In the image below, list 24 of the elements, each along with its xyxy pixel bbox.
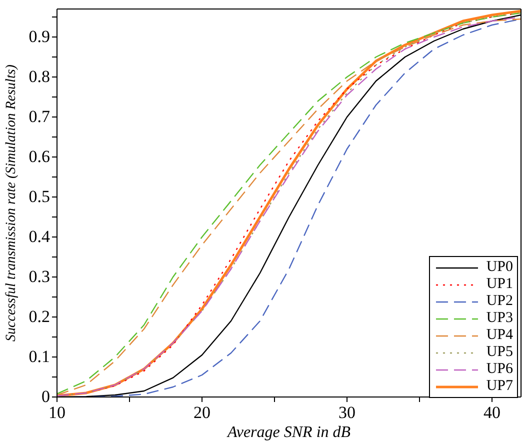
x-tick-label: 30 — [338, 403, 356, 422]
y-tick-label: 0.4 — [28, 227, 50, 246]
y-tick-label: 0.1 — [28, 347, 50, 366]
x-axis-title: Average SNR in dB — [226, 424, 351, 441]
y-tick-label: 0.7 — [28, 107, 50, 126]
y-tick-label: 0.3 — [28, 267, 50, 286]
y-tick-label: 0.2 — [28, 307, 50, 326]
legend-label: UP5 — [486, 344, 513, 361]
legend-label: UP7 — [486, 378, 513, 395]
y-tick-label: 0.9 — [28, 27, 50, 46]
legend-label: UP2 — [486, 293, 513, 310]
legend-label: UP1 — [486, 276, 513, 293]
y-tick-label: 0.6 — [28, 147, 50, 166]
legend-label: UP3 — [486, 310, 513, 327]
y-tick-label: 0 — [42, 387, 50, 406]
y-tick-label: 0.5 — [28, 187, 50, 206]
y-tick-label: 0.8 — [28, 67, 50, 86]
x-tick-label: 10 — [48, 403, 66, 422]
legend-label: UP4 — [486, 327, 513, 344]
x-tick-label: 20 — [194, 403, 210, 422]
legend-label: UP0 — [486, 259, 513, 276]
legend-label: UP6 — [486, 361, 513, 378]
y-axis-title: Successful transmission rate (Simulation Results) — [4, 64, 19, 342]
x-tick-label: 40 — [484, 403, 500, 422]
